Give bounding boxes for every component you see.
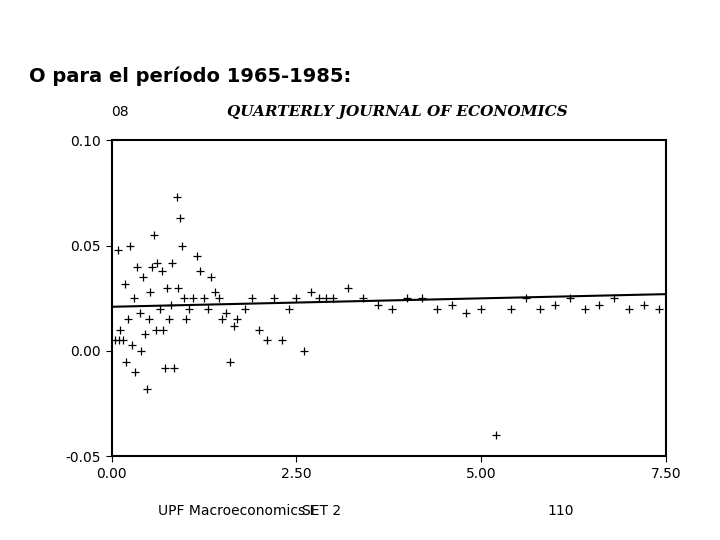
Point: [261, 336, 273, 345]
Text: 08: 08: [112, 105, 129, 119]
Point: [283, 305, 294, 313]
Point: [276, 336, 287, 345]
Point: [113, 336, 125, 345]
Text: QUARTERLY JOURNAL OF ECONOMICS: QUARTERLY JOURNAL OF ECONOMICS: [227, 105, 567, 119]
Point: [520, 294, 531, 302]
Point: [122, 315, 134, 323]
Point: [490, 431, 502, 440]
Point: [135, 347, 147, 355]
Point: [312, 294, 324, 302]
Point: [141, 384, 153, 393]
Point: [253, 326, 265, 334]
Point: [372, 300, 384, 309]
Point: [156, 267, 168, 275]
Point: [549, 300, 561, 309]
Point: [357, 294, 369, 302]
Point: [112, 246, 123, 254]
Point: [161, 284, 173, 292]
Point: [202, 305, 213, 313]
Point: [168, 363, 180, 372]
Point: [150, 326, 162, 334]
Point: [446, 300, 457, 309]
Point: [638, 300, 649, 309]
Point: [121, 357, 132, 366]
Point: [127, 340, 138, 349]
Text: O para el período 1965-1985:: O para el período 1965-1985:: [29, 67, 351, 86]
Point: [109, 336, 121, 345]
Point: [187, 294, 199, 302]
Point: [137, 273, 148, 281]
Text: 110: 110: [547, 504, 574, 518]
Point: [305, 288, 317, 296]
Point: [343, 284, 354, 292]
Point: [232, 315, 243, 323]
Point: [224, 357, 235, 366]
Point: [291, 294, 302, 302]
Point: [269, 294, 280, 302]
Point: [328, 294, 339, 302]
Point: [608, 294, 620, 302]
Point: [119, 279, 130, 288]
Point: [198, 294, 210, 302]
Point: [130, 368, 141, 376]
Point: [163, 315, 175, 323]
Point: [320, 294, 332, 302]
Point: [134, 309, 145, 318]
Text: SET 2: SET 2: [302, 504, 341, 518]
Point: [206, 273, 217, 281]
Point: [246, 294, 258, 302]
Point: [143, 315, 154, 323]
Point: [505, 305, 516, 313]
Point: [171, 193, 182, 201]
Point: [144, 288, 156, 296]
Point: [387, 305, 398, 313]
Point: [158, 326, 169, 334]
Point: [239, 305, 251, 313]
Point: [179, 294, 190, 302]
Point: [166, 258, 178, 267]
Point: [475, 305, 487, 313]
Point: [228, 321, 239, 330]
Point: [298, 347, 310, 355]
Point: [125, 241, 136, 250]
Point: [152, 258, 163, 267]
Point: [174, 214, 185, 222]
Point: [534, 305, 546, 313]
Point: [159, 363, 171, 372]
Point: [213, 294, 225, 302]
Point: [220, 309, 232, 318]
Point: [461, 309, 472, 318]
Point: [176, 241, 188, 250]
Point: [132, 262, 143, 271]
Point: [653, 305, 665, 313]
Point: [402, 294, 413, 302]
Point: [431, 305, 443, 313]
Point: [210, 288, 221, 296]
Point: [217, 315, 228, 323]
Point: [579, 305, 590, 313]
Point: [149, 231, 161, 240]
Point: [154, 305, 166, 313]
Point: [128, 294, 140, 302]
Text: UPF Macroeconomics I: UPF Macroeconomics I: [158, 504, 314, 518]
Point: [146, 262, 158, 271]
Point: [117, 336, 128, 345]
Point: [191, 252, 202, 261]
Point: [165, 300, 176, 309]
Point: [114, 326, 126, 334]
Point: [624, 305, 635, 313]
Point: [564, 294, 576, 302]
Point: [194, 267, 206, 275]
Point: [172, 284, 184, 292]
Point: [416, 294, 428, 302]
Point: [139, 330, 150, 339]
Point: [184, 305, 195, 313]
Point: [594, 300, 606, 309]
Point: [180, 315, 192, 323]
